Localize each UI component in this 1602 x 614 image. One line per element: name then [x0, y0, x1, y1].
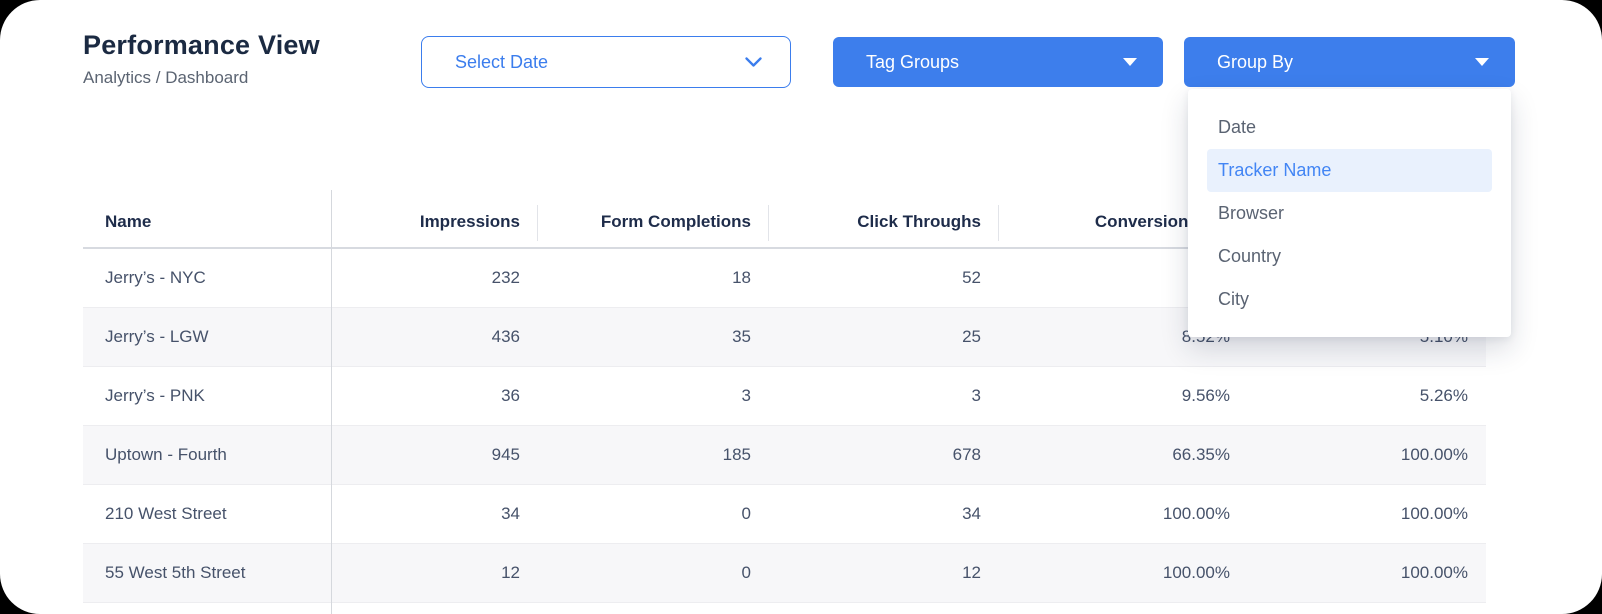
cell-value: 3 — [741, 386, 751, 405]
caret-down-icon — [1123, 58, 1137, 66]
table-row: 210 West Street 34 0 34 100.00% 100.00% — [83, 485, 1486, 544]
column-header-1: Impressions — [331, 204, 538, 241]
cell-value: 0 — [741, 563, 751, 582]
performance-table: Name Impressions Form Completions Click Thr… — [83, 196, 1486, 603]
breadcrumb: Analytics / Dashboard — [83, 68, 249, 87]
group-by-dropdown[interactable]: Group By — [1184, 37, 1515, 87]
cell-value: 0 — [741, 504, 751, 523]
cell-value: 100.00% — [1400, 504, 1468, 523]
cell-value: 3 — [971, 386, 981, 405]
tag-groups-dropdown[interactable]: Tag Groups — [833, 37, 1163, 87]
cell-value: 945 — [491, 445, 520, 464]
caret-down-icon — [1475, 58, 1489, 66]
cell-value: 66.35% — [1172, 445, 1230, 464]
cell-value: 34 — [501, 504, 520, 523]
group-by-option-browser[interactable]: Browser — [1218, 203, 1285, 223]
page-title: Performance View — [83, 30, 320, 60]
cell-name: Uptown - Fourth — [105, 445, 227, 464]
cell-value: 185 — [722, 445, 751, 464]
cell-value: 5.26% — [1419, 386, 1468, 405]
cell-name: Jerry’s - NYC — [105, 268, 206, 287]
cell-value: 100.00% — [1162, 563, 1230, 582]
column-header-2: Form Completions — [538, 204, 769, 241]
group-by-option-country[interactable]: Country — [1218, 246, 1282, 266]
cell-value: 12 — [962, 563, 981, 582]
group-by-menu: Date Tracker Name Browser Country City — [1188, 89, 1511, 337]
cell-value: 436 — [491, 327, 520, 346]
select-date-label: Select Date — [455, 51, 549, 72]
group-by-option-tracker-name[interactable]: Tracker Name — [1207, 149, 1492, 192]
group-by-label: Group By — [1217, 51, 1294, 72]
select-date-dropdown[interactable]: Select Date — [421, 36, 791, 88]
group-by-option-date[interactable]: Date — [1218, 117, 1257, 137]
cell-value: 100.00% — [1400, 445, 1468, 464]
table-row: Uptown - Fourth 945 185 678 66.35% 100.00% — [83, 426, 1486, 485]
chevron-down-icon — [745, 56, 762, 68]
cell-value: 34 — [962, 504, 981, 523]
cell-value: 678 — [952, 445, 981, 464]
cell-name: Jerry’s - PNK — [105, 386, 205, 405]
cell-value: 25 — [962, 327, 981, 346]
table-row: Jerry’s - PNK 36 3 3 9.56% 5.26% — [83, 367, 1486, 426]
cell-value: 35 — [732, 327, 751, 346]
cell-name: Jerry’s - LGW — [105, 327, 209, 346]
cell-name: 55 West 5th Street — [105, 563, 246, 582]
table-row: 55 West 5th Street 12 0 12 100.00% 100.00% — [83, 544, 1486, 603]
cell-value: 100.00% — [1162, 504, 1230, 523]
name-column-divider — [331, 190, 332, 614]
cell-value: 232 — [491, 268, 520, 287]
cell-value: 12 — [501, 563, 520, 582]
group-by-option-city[interactable]: City — [1218, 289, 1249, 309]
tag-groups-label: Tag Groups — [866, 51, 960, 72]
cell-value: 52 — [962, 268, 981, 287]
cell-value: 36 — [501, 386, 520, 405]
cell-name: 210 West Street — [105, 504, 227, 523]
cell-value: 18 — [732, 268, 751, 287]
cell-value: 9.56% — [1181, 386, 1230, 405]
column-header-name: Name — [105, 211, 152, 231]
table-row: Jerry’s - LGW43635258.52%5.10% — [83, 308, 1486, 367]
page-head: Performance View Analytics / Dashboard — [83, 30, 320, 88]
cell-value: 100.00% — [1400, 563, 1468, 582]
column-header-3: Click Throughs — [769, 204, 999, 241]
table-row: Jerry’s - NYC 232 18 52 — [83, 249, 1486, 308]
